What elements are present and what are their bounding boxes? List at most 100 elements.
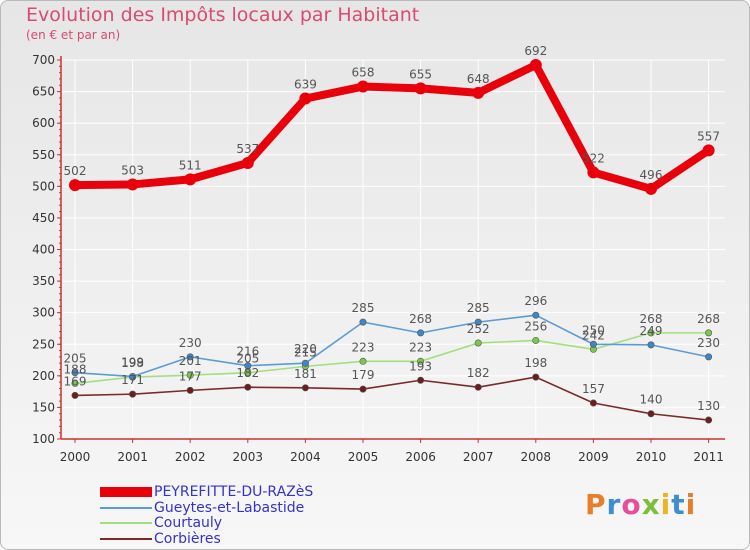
data-point bbox=[472, 86, 485, 99]
data-label: 201 bbox=[179, 354, 202, 368]
data-point bbox=[645, 182, 657, 195]
data-label: 199 bbox=[121, 355, 144, 369]
data-label: 648 bbox=[467, 72, 490, 86]
data-point bbox=[186, 353, 194, 361]
x-tick-label: 2005 bbox=[348, 450, 379, 464]
grid-lines bbox=[61, 59, 725, 440]
data-label: 655 bbox=[409, 67, 432, 81]
legend-swatch bbox=[100, 522, 152, 524]
data-label: 157 bbox=[582, 382, 605, 396]
data-label: 692 bbox=[524, 44, 547, 58]
data-label: 220 bbox=[294, 342, 317, 356]
data-label: 285 bbox=[467, 301, 490, 315]
data-point bbox=[359, 357, 367, 365]
x-tick-label: 2000 bbox=[60, 450, 91, 464]
y-tick-label: 200 bbox=[32, 369, 55, 383]
data-label: 179 bbox=[352, 368, 375, 382]
legend-swatch bbox=[100, 487, 152, 497]
data-point bbox=[705, 353, 713, 361]
data-label: 502 bbox=[64, 164, 87, 178]
data-point bbox=[474, 318, 482, 326]
data-label: 250 bbox=[582, 323, 605, 337]
data-point bbox=[647, 341, 655, 349]
data-point bbox=[244, 383, 252, 391]
series-line bbox=[74, 376, 710, 421]
data-point bbox=[241, 156, 254, 169]
page-subtitle: (en € et par an) bbox=[26, 28, 121, 42]
data-label: 557 bbox=[697, 129, 720, 143]
data-label: 658 bbox=[352, 66, 375, 80]
logo-letter: o bbox=[621, 488, 642, 521]
y-tick-label: 450 bbox=[32, 211, 55, 225]
data-point bbox=[647, 410, 655, 418]
data-point bbox=[587, 166, 600, 179]
logo-letter: x bbox=[641, 488, 661, 521]
x-tick-label: 2008 bbox=[521, 450, 552, 464]
data-point bbox=[186, 371, 194, 379]
legend-label: Courtauly bbox=[154, 515, 223, 531]
data-point bbox=[417, 329, 425, 337]
data-point bbox=[299, 92, 312, 105]
data-label: 268 bbox=[640, 312, 663, 326]
y-tick-label: 150 bbox=[32, 400, 55, 414]
data-label: 177 bbox=[179, 369, 202, 383]
x-tick-label: 2004 bbox=[290, 450, 321, 464]
y-tick-label: 700 bbox=[32, 53, 55, 67]
data-label: 639 bbox=[294, 78, 317, 92]
data-point bbox=[186, 386, 194, 394]
y-tick-label: 500 bbox=[32, 179, 55, 193]
data-point bbox=[529, 59, 542, 72]
proxiti-logo: Proxiti bbox=[585, 488, 696, 521]
x-tick-label: 2003 bbox=[233, 450, 264, 464]
data-point bbox=[705, 329, 713, 337]
data-label: 268 bbox=[697, 312, 720, 326]
data-point bbox=[647, 329, 655, 337]
data-point bbox=[129, 372, 137, 380]
y-tick-label: 550 bbox=[32, 148, 55, 162]
data-label: 171 bbox=[121, 373, 144, 387]
x-tick-label: 2011 bbox=[693, 450, 724, 464]
data-point bbox=[532, 311, 540, 319]
data-point bbox=[359, 318, 367, 326]
data-label: 249 bbox=[640, 324, 663, 338]
data-point bbox=[244, 362, 252, 370]
series-0 bbox=[69, 59, 715, 195]
data-label: 130 bbox=[697, 399, 720, 413]
data-point bbox=[71, 391, 79, 399]
data-label: 503 bbox=[121, 163, 144, 177]
data-label: 215 bbox=[294, 345, 317, 359]
data-label: 198 bbox=[121, 356, 144, 370]
data-label: 256 bbox=[524, 319, 547, 333]
data-label: 188 bbox=[64, 362, 87, 376]
y-tick-label: 100 bbox=[32, 432, 55, 446]
y-tick-label: 300 bbox=[32, 306, 55, 320]
data-point bbox=[532, 336, 540, 344]
data-point bbox=[417, 376, 425, 384]
data-point bbox=[129, 390, 137, 398]
data-point bbox=[705, 416, 713, 424]
data-label: 140 bbox=[640, 393, 663, 407]
data-label: 230 bbox=[697, 336, 720, 350]
data-point bbox=[359, 385, 367, 393]
data-label: 511 bbox=[179, 158, 202, 172]
series-3 bbox=[71, 373, 713, 424]
logo-letter: i bbox=[660, 488, 672, 521]
data-point bbox=[532, 373, 540, 381]
series-1 bbox=[71, 311, 713, 380]
y-tick-label: 650 bbox=[32, 85, 55, 99]
data-label: 182 bbox=[236, 366, 259, 380]
logo-letter: t bbox=[671, 488, 686, 521]
data-label: 252 bbox=[467, 322, 490, 336]
x-tick-label: 2009 bbox=[578, 450, 609, 464]
data-label: 522 bbox=[582, 151, 605, 165]
data-label: 223 bbox=[409, 340, 432, 354]
data-point bbox=[589, 340, 597, 348]
data-label: 223 bbox=[352, 340, 375, 354]
data-point bbox=[414, 82, 427, 95]
series-line bbox=[71, 61, 713, 193]
y-tick-label: 600 bbox=[32, 116, 55, 130]
data-point bbox=[301, 359, 309, 367]
data-label: 181 bbox=[294, 367, 317, 381]
